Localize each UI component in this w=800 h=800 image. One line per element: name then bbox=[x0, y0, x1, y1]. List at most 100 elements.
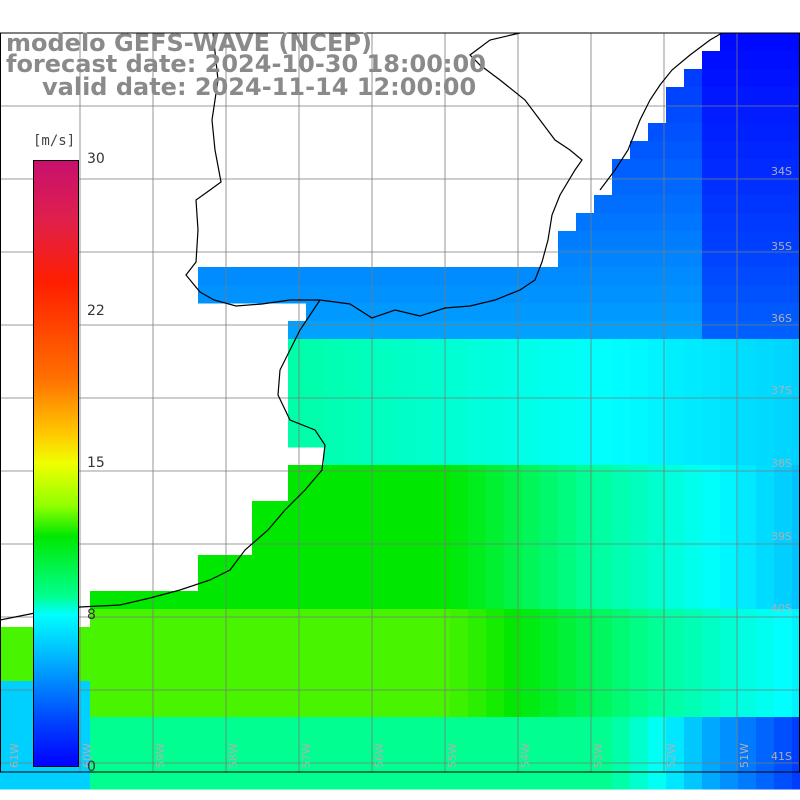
wind-cell bbox=[666, 285, 685, 304]
wind-cell bbox=[234, 699, 253, 718]
wind-cell bbox=[396, 717, 415, 736]
wind-cell bbox=[486, 735, 505, 754]
wind-cell bbox=[702, 483, 721, 502]
wind-cell bbox=[702, 87, 721, 106]
wind-cell bbox=[738, 213, 757, 232]
wind-cell bbox=[576, 591, 595, 610]
wind-cell bbox=[252, 591, 271, 610]
wind-cell bbox=[720, 159, 739, 178]
wind-cell bbox=[594, 699, 613, 718]
wind-cell bbox=[306, 717, 325, 736]
wind-cell bbox=[666, 339, 685, 358]
wind-cell bbox=[414, 465, 433, 484]
wind-cell bbox=[468, 321, 487, 340]
wind-cell bbox=[108, 663, 127, 682]
wind-cell bbox=[684, 771, 703, 790]
wind-cell bbox=[792, 483, 800, 502]
wind-cell bbox=[504, 627, 523, 646]
wind-cell bbox=[414, 429, 433, 448]
wind-cell bbox=[342, 753, 361, 772]
wind-cell bbox=[684, 87, 703, 106]
wind-cell bbox=[792, 699, 800, 718]
wind-cell bbox=[396, 645, 415, 664]
wind-cell bbox=[198, 645, 217, 664]
wind-cell bbox=[306, 627, 325, 646]
wind-cell bbox=[684, 519, 703, 538]
wind-cell bbox=[324, 411, 343, 430]
wind-cell bbox=[702, 375, 721, 394]
wind-cell bbox=[558, 357, 577, 376]
wind-cell bbox=[18, 663, 37, 682]
wind-cell bbox=[684, 537, 703, 556]
wind-cell bbox=[774, 591, 793, 610]
longitude-label: 52W bbox=[665, 743, 678, 768]
wind-cell bbox=[396, 627, 415, 646]
wind-cell bbox=[270, 537, 289, 556]
wind-cell bbox=[342, 339, 361, 358]
wind-cell bbox=[288, 663, 307, 682]
wind-cell bbox=[702, 303, 721, 322]
wind-cell bbox=[684, 231, 703, 250]
wind-cell bbox=[126, 735, 145, 754]
wind-cell bbox=[774, 267, 793, 286]
wind-cell bbox=[702, 555, 721, 574]
wind-cell bbox=[468, 285, 487, 304]
wind-cell bbox=[594, 483, 613, 502]
wind-cell bbox=[126, 753, 145, 772]
wind-cell bbox=[126, 609, 145, 628]
wind-cell bbox=[558, 609, 577, 628]
wind-cell bbox=[162, 735, 181, 754]
wind-cell bbox=[360, 483, 379, 502]
wind-cell bbox=[774, 735, 793, 754]
wind-cell bbox=[792, 375, 800, 394]
wind-cell bbox=[252, 771, 271, 790]
wind-cell bbox=[648, 339, 667, 358]
wind-cell bbox=[306, 375, 325, 394]
wind-cell bbox=[756, 645, 775, 664]
wind-cell bbox=[342, 573, 361, 592]
wind-cell bbox=[252, 555, 271, 574]
wind-cell bbox=[306, 645, 325, 664]
wind-cell bbox=[684, 753, 703, 772]
wind-cell bbox=[306, 267, 325, 286]
longitude-label: 60W bbox=[81, 743, 94, 768]
wind-cell bbox=[522, 627, 541, 646]
wind-cell bbox=[702, 573, 721, 592]
wind-cell bbox=[90, 717, 109, 736]
wind-cell bbox=[360, 411, 379, 430]
wind-cell bbox=[486, 267, 505, 286]
wind-cell bbox=[396, 411, 415, 430]
wind-cell bbox=[558, 393, 577, 412]
wind-cell bbox=[504, 267, 523, 286]
wind-cell bbox=[180, 735, 199, 754]
wind-cell bbox=[180, 609, 199, 628]
wind-cell bbox=[702, 519, 721, 538]
wind-cell bbox=[324, 303, 343, 322]
wind-cell bbox=[540, 555, 559, 574]
wind-cell bbox=[414, 303, 433, 322]
wind-cell bbox=[666, 591, 685, 610]
wind-cell bbox=[558, 573, 577, 592]
wind-cell bbox=[720, 465, 739, 484]
wind-cell bbox=[360, 501, 379, 520]
wind-cell bbox=[198, 753, 217, 772]
wind-cell bbox=[252, 663, 271, 682]
wind-cell bbox=[702, 447, 721, 466]
wind-cell bbox=[486, 501, 505, 520]
wind-cell bbox=[738, 285, 757, 304]
wind-cell bbox=[720, 357, 739, 376]
wind-cell bbox=[558, 555, 577, 574]
wind-cell bbox=[684, 699, 703, 718]
wind-cell bbox=[342, 591, 361, 610]
longitude-label: 59W bbox=[154, 743, 167, 768]
longitude-label: 55W bbox=[446, 743, 459, 768]
wind-cell bbox=[666, 231, 685, 250]
wind-cell bbox=[666, 105, 685, 124]
wind-cell bbox=[720, 645, 739, 664]
wind-cell bbox=[792, 465, 800, 484]
wind-cell bbox=[738, 267, 757, 286]
wind-cell bbox=[684, 375, 703, 394]
wind-cell bbox=[594, 285, 613, 304]
wind-cell bbox=[702, 51, 721, 70]
